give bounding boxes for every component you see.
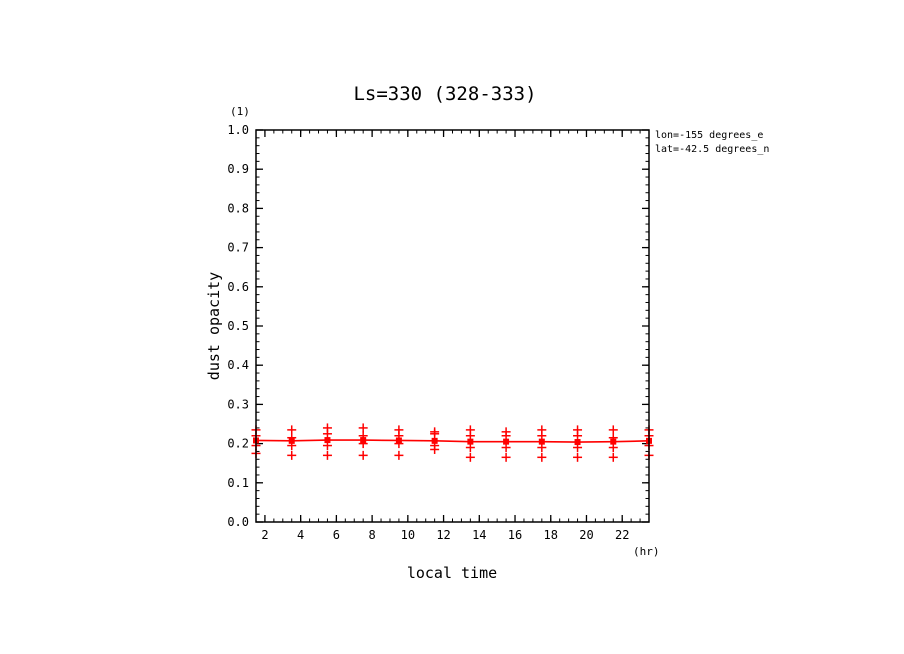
- mean-line: [255, 439, 650, 443]
- sample-point: [537, 443, 547, 453]
- mean-point: [574, 439, 581, 446]
- data-marks: [251, 423, 654, 462]
- sample-point: [358, 439, 368, 449]
- sample-point: [608, 425, 618, 435]
- sample-point: [358, 423, 368, 433]
- chart-title: Ls=330 (328-333): [353, 83, 536, 105]
- sample-point: [501, 443, 511, 453]
- y-tick-label: 0.1: [227, 476, 249, 490]
- sample-point: [465, 431, 475, 441]
- plot-frame: [255, 129, 650, 523]
- x-tick-label: 4: [297, 528, 304, 542]
- y-tick-label: 0.2: [227, 437, 249, 451]
- x-tick-label: 16: [508, 528, 522, 542]
- mean-point: [467, 438, 474, 445]
- mean-point: [503, 438, 510, 445]
- y-tick-label: 0.0: [227, 515, 249, 529]
- x-tick-label: 8: [368, 528, 375, 542]
- sample-point: [287, 425, 297, 435]
- y-tick-label: 0.5: [227, 319, 249, 333]
- mean-point: [538, 438, 545, 445]
- y-tick-label: 0.4: [227, 358, 249, 372]
- sample-point: [465, 443, 475, 453]
- sample-point: [501, 431, 511, 441]
- sample-point: [430, 444, 440, 454]
- sample-point: [287, 433, 297, 443]
- sample-point: [608, 443, 618, 453]
- y-unit-label: (1): [230, 105, 250, 118]
- sample-point: [394, 450, 404, 460]
- y-tick-label: 1.0: [227, 123, 249, 137]
- x-tick-label: 14: [472, 528, 486, 542]
- sample-point: [287, 450, 297, 460]
- sample-point: [537, 431, 547, 441]
- sample-point: [465, 452, 475, 462]
- x-tick-label: 2: [261, 528, 268, 542]
- x-unit-label: (hr): [633, 545, 660, 558]
- x-tick-label: 18: [544, 528, 558, 542]
- annotation-lon: lon=-155 degrees_e: [655, 130, 763, 141]
- x-axis-label: local time: [407, 564, 497, 582]
- sample-point: [573, 431, 583, 441]
- sample-point: [394, 439, 404, 449]
- mean-point: [431, 437, 438, 444]
- y-tick-label: 0.7: [227, 241, 249, 255]
- sample-point: [358, 431, 368, 441]
- sample-point: [608, 452, 618, 462]
- y-axis-label: dust opacity: [205, 272, 223, 380]
- x-tick-label: 6: [333, 528, 340, 542]
- y-tick-label: 0.8: [227, 201, 249, 215]
- sample-point: [537, 452, 547, 462]
- sample-point: [287, 441, 297, 451]
- sample-point: [573, 443, 583, 453]
- y-tick-label: 0.9: [227, 162, 249, 176]
- sample-point: [322, 429, 332, 439]
- sample-point: [608, 433, 618, 443]
- annotation-lat: lat=-42.5 degrees_n: [655, 144, 769, 155]
- sample-point: [394, 431, 404, 441]
- x-tick-label: 12: [436, 528, 450, 542]
- x-tick-label: 10: [401, 528, 415, 542]
- sample-point: [322, 441, 332, 451]
- x-tick-label: 22: [615, 528, 629, 542]
- sample-point: [358, 450, 368, 460]
- x-tick-label: 20: [579, 528, 593, 542]
- y-tick-label: 0.6: [227, 280, 249, 294]
- sample-point: [322, 450, 332, 460]
- sample-point: [573, 452, 583, 462]
- y-tick-label: 0.3: [227, 397, 249, 411]
- axes: 0.0 0.1 0.2 0.3 0.4 0.5 0.6 0.7 0.8 0.9 1.0 2 4 6 8 10 1…: [227, 123, 649, 542]
- sample-point: [501, 452, 511, 462]
- sample-point: [430, 429, 440, 439]
- mean-point: [324, 437, 331, 444]
